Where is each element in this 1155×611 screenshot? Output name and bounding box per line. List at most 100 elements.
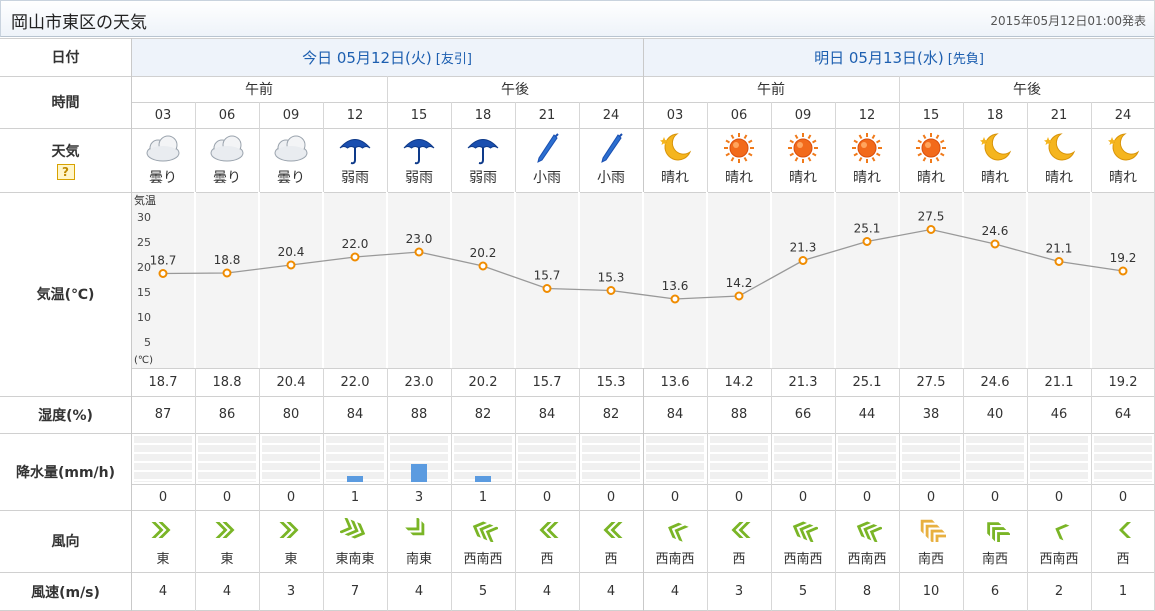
chart-y-tick-label: 5: [144, 336, 151, 349]
wind-direction-cell: 西南西: [451, 518, 515, 570]
precipitation-value: 0: [734, 489, 744, 505]
hour-cell: 21: [1050, 107, 1068, 123]
temperature-point: [158, 269, 168, 278]
wind-speed-value: 4: [158, 584, 168, 599]
hour-cell: 12: [346, 107, 364, 123]
chart-unit-label: (℃): [134, 355, 153, 366]
cloud-icon: [146, 135, 180, 162]
hour-cell: 18: [474, 107, 492, 123]
wind-direction-label: 東: [220, 552, 234, 567]
weather-label: 弱雨: [405, 170, 433, 186]
weather-cell: 晴れ: [899, 131, 963, 191]
weather-label: 曇り: [213, 170, 241, 186]
wind-arrow-icon: [603, 522, 623, 538]
precipitation-graph-cell: [902, 436, 960, 482]
forecast-title-bar: 岡山市東区の天気 2015年05月12日01:00発表: [0, 0, 1155, 37]
wind-speed-value: 1: [1118, 584, 1128, 599]
humidity-value: 46: [1050, 407, 1068, 422]
hour-cell: 15: [410, 107, 428, 123]
closed-umbrella-icon: [537, 133, 559, 163]
temperature-data-label: 15.3: [598, 271, 625, 285]
help-icon[interactable]: ?: [56, 163, 75, 180]
precipitation-bar: [475, 476, 491, 482]
temperature-value: 24.6: [980, 374, 1010, 390]
weather-cell: 弱雨: [451, 131, 515, 191]
precipitation-value: 0: [542, 489, 552, 505]
wind-direction-label: 南東: [405, 552, 432, 567]
wind-arrow-icon: [856, 521, 882, 542]
wind-arrow-icon: [920, 519, 946, 542]
temperature-data-label: 21.1: [1046, 242, 1073, 256]
day-header-0: 今日 05月12日(火) [友引]: [131, 38, 643, 76]
humidity-value: 84: [346, 407, 364, 422]
wind-direction-cell: 東南東: [323, 518, 387, 570]
wind-direction-cell: 西南西: [643, 518, 707, 570]
hour-cell: 21: [538, 107, 556, 123]
umbrella-icon: [339, 139, 371, 165]
temperature-data-label: 25.1: [854, 222, 881, 236]
temperature-data-label: 21.3: [790, 241, 817, 255]
humidity-value: 88: [410, 407, 428, 422]
temperature-value: 18.7: [148, 374, 178, 390]
temperature-point: [414, 247, 424, 257]
temperature-value: 21.1: [1044, 374, 1074, 390]
sun-icon: [916, 133, 946, 163]
moon-icon: [1108, 133, 1140, 161]
wind-direction-label: 西: [732, 552, 746, 567]
humidity-value: 84: [666, 407, 684, 422]
wind-direction-label: 西南西: [783, 552, 823, 567]
chart-y-tick-label: 30: [137, 211, 151, 224]
weather-label: 小雨: [533, 170, 561, 186]
chart-y-tick-label: 10: [137, 311, 151, 324]
wind-direction-cell: 西南西: [835, 518, 899, 570]
humidity-value: 84: [538, 407, 556, 422]
weather-label: 晴れ: [661, 170, 689, 186]
row-divider: [0, 396, 1155, 397]
wind-speed-value: 10: [922, 584, 940, 599]
wind-arrow-icon: [151, 522, 171, 538]
wind-direction-label: 西南西: [847, 552, 887, 567]
precipitation-graph-cell: [774, 436, 832, 482]
temperature-data-label: 18.7: [150, 254, 177, 268]
temperature-point: [478, 261, 488, 271]
wind-direction-label: 西: [540, 552, 554, 567]
wind-arrow-icon: [340, 518, 366, 539]
hour-cell: 24: [602, 107, 620, 123]
temperature-value: 15.7: [532, 374, 562, 390]
label-temperature: 気温(℃): [0, 192, 131, 396]
wind-direction-cell: 南西: [963, 518, 1027, 570]
wind-arrow-icon: [987, 522, 1010, 542]
wind-direction-label: 東: [156, 552, 170, 567]
temperature-value: 20.4: [276, 374, 306, 390]
wind-direction-label: 東南東: [335, 552, 375, 567]
row-divider: [0, 433, 1155, 434]
temperature-value: 21.3: [788, 374, 818, 390]
precipitation-value: 0: [222, 489, 232, 505]
wind-direction-label: 西: [1116, 552, 1130, 567]
wind-direction-label: 西南西: [463, 552, 503, 567]
weather-label: 晴れ: [853, 170, 881, 186]
temperature-point: [798, 256, 808, 265]
wind-speed-value: 4: [606, 584, 616, 599]
wind-direction-cell: 西南西: [1027, 518, 1091, 570]
period-am-0: 午前: [245, 82, 273, 98]
hour-cell: 12: [858, 107, 876, 123]
weather-cell: 弱雨: [323, 131, 387, 191]
hour-cell: 06: [218, 107, 236, 123]
closed-umbrella-icon: [601, 133, 623, 163]
humidity-value: 87: [154, 407, 172, 422]
temperature-point: [542, 284, 552, 293]
label-weather-text: 天気: [51, 143, 80, 160]
wind-direction-cell: 西: [579, 518, 643, 570]
temperature-data-label: 20.2: [470, 246, 497, 260]
humidity-value: 40: [986, 407, 1004, 422]
wind-arrow-icon: [1055, 524, 1070, 541]
temperature-data-label: 14.2: [726, 276, 753, 290]
wind-direction-cell: 東: [259, 518, 323, 570]
temperature-point: [350, 252, 360, 262]
temperature-value: 15.3: [596, 374, 626, 390]
precipitation-graph-cell: [198, 436, 256, 482]
weather-label: 曇り: [277, 170, 305, 186]
precipitation-graph-cell: [454, 436, 512, 482]
